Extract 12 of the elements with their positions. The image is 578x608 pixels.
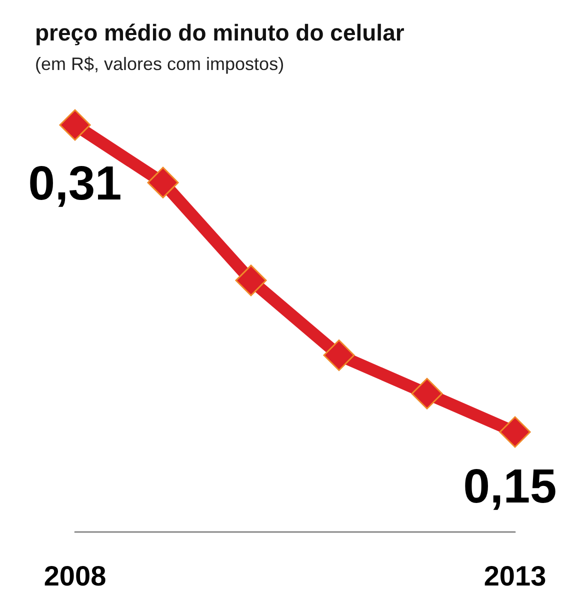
point	[411, 378, 443, 410]
data-label: 0,15	[463, 460, 557, 514]
point	[235, 264, 267, 296]
point	[147, 166, 179, 198]
chart-title: preço médio do minuto do celular	[35, 20, 404, 46]
x-tick-label: 2008	[44, 560, 106, 592]
point	[59, 109, 91, 141]
chart-subtitle: (em R$, valores com impostos)	[35, 54, 284, 74]
x-tick-label: 2013	[484, 560, 546, 592]
data-label: 0,31	[28, 157, 122, 210]
point	[499, 416, 531, 448]
point	[323, 340, 355, 371]
